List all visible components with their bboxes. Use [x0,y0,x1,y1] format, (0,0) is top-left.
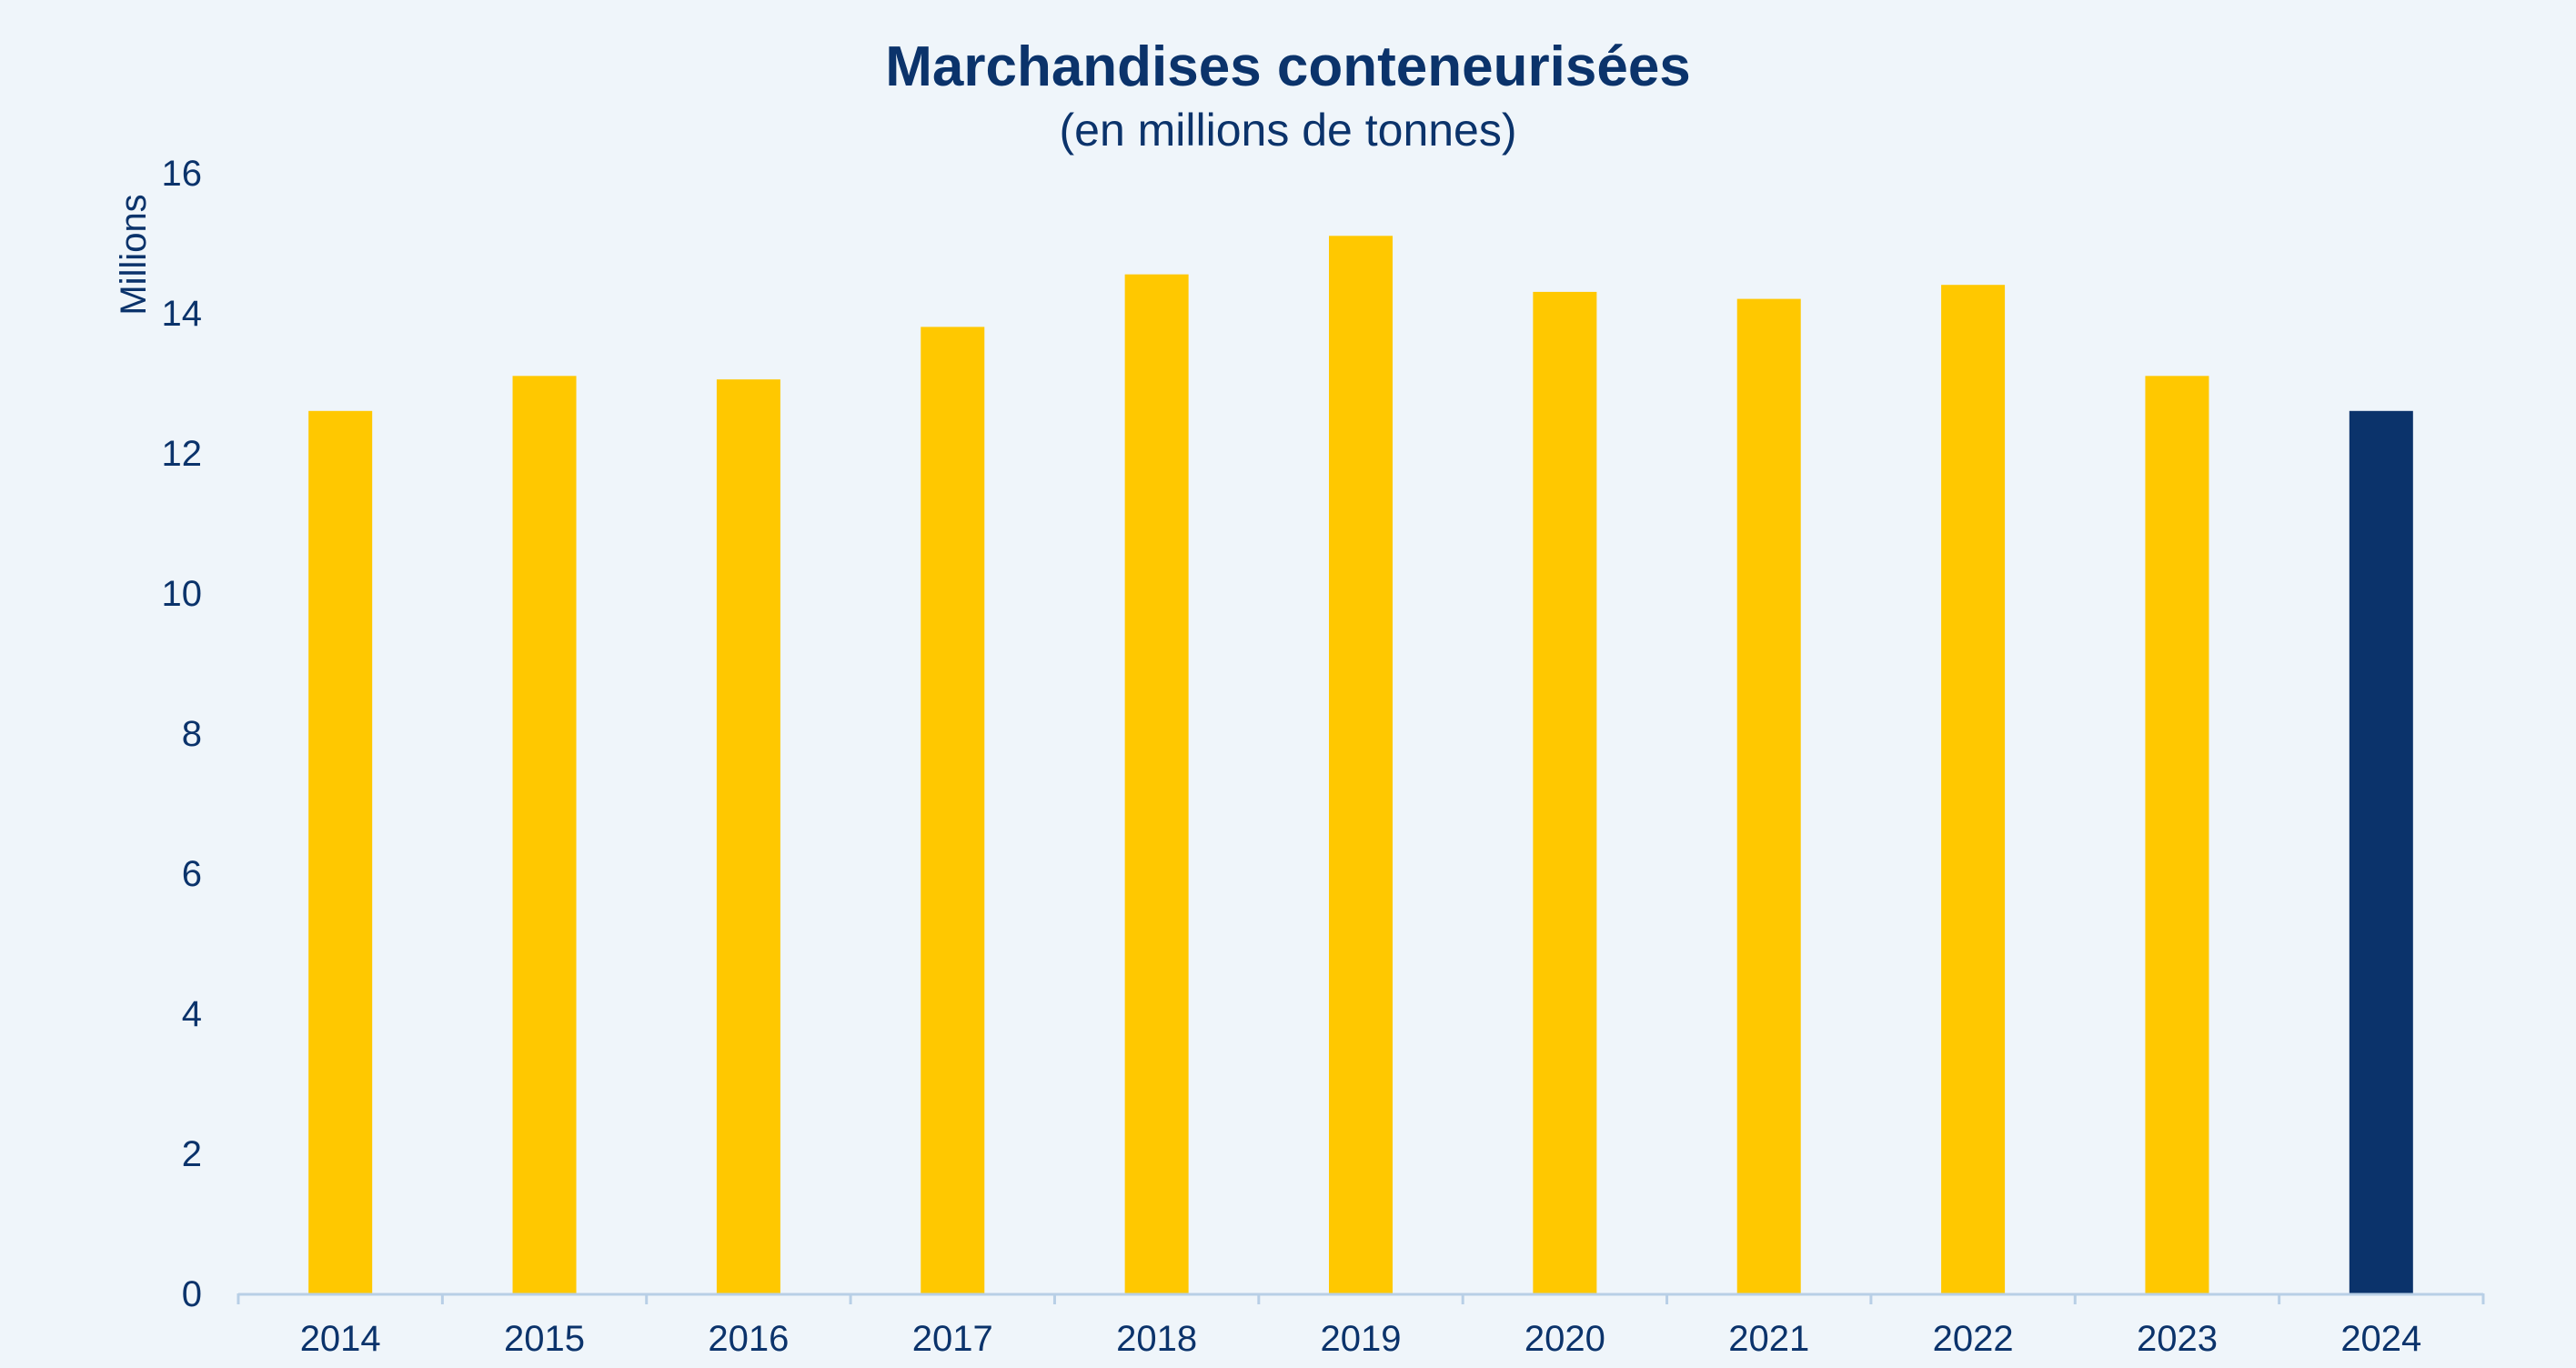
chart-title: Marchandises conteneurisées [885,35,1691,98]
x-tick-label: 2017 [912,1319,993,1359]
x-tick-label: 2014 [300,1319,381,1359]
x-tick-label: 2016 [708,1319,789,1359]
bar-2024 [2349,410,2413,1293]
bar-2018 [1124,274,1189,1293]
x-tick-label: 2019 [1321,1319,1402,1359]
y-axis-ticks: 0 2 4 6 8 10 12 14 16 [162,154,203,1314]
x-tick-label: 2018 [1116,1319,1197,1359]
y-tick-label: 16 [162,154,203,194]
bar-2019 [1329,236,1393,1293]
y-axis-label: Millions [114,194,154,315]
bar-2014 [308,410,373,1293]
y-tick-label: 2 [182,1134,202,1174]
y-tick-label: 10 [162,574,203,614]
bar-2023 [2145,376,2209,1293]
x-tick-label: 2015 [504,1319,585,1359]
y-tick-label: 12 [162,434,203,474]
bar-2016 [716,379,780,1293]
y-tick-label: 14 [162,294,203,334]
x-tick-label: 2020 [1524,1319,1605,1359]
x-tick-label: 2022 [1933,1319,2014,1359]
y-tick-label: 0 [182,1274,202,1314]
bar-2020 [1533,291,1597,1293]
chart-subtitle: (en millions de tonnes) [1059,105,1516,156]
bar-2015 [512,376,577,1293]
x-tick-label: 2024 [2340,1319,2421,1359]
y-tick-label: 4 [182,994,202,1034]
x-axis: 2014 2015 2016 2017 2018 2019 2020 2021 2022 2023… [236,1293,2485,1359]
bar-2022 [1941,285,2006,1294]
bar-2021 [1736,298,1801,1294]
bars [308,236,2413,1294]
y-tick-label: 6 [182,854,202,894]
y-tick-label: 8 [182,714,202,754]
x-tick-label: 2021 [1728,1319,1809,1359]
bar-2017 [921,327,985,1293]
x-tick-label: 2023 [2137,1319,2218,1359]
